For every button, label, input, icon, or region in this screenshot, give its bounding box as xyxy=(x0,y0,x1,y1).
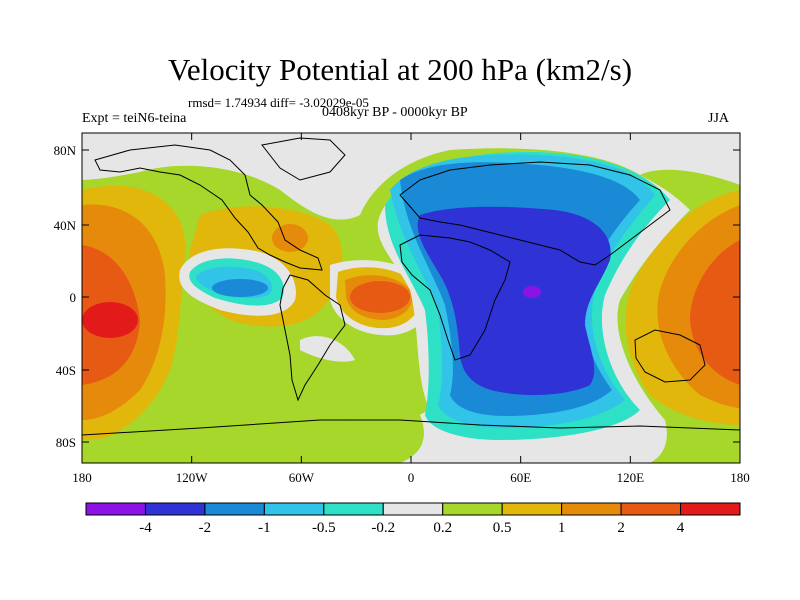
lat-tick-label: 0 xyxy=(70,290,77,305)
lat-tick-label: 80N xyxy=(54,143,77,158)
lon-tick-label: 180 xyxy=(72,470,92,485)
contour-southern-neutral xyxy=(520,420,667,463)
lon-tick-label: 0 xyxy=(408,470,415,485)
colorbar-swatch xyxy=(85,502,146,516)
contour-north-neutral xyxy=(82,133,740,220)
north-america-coast xyxy=(94,144,323,271)
colorbar-label: 0.5 xyxy=(493,520,512,536)
contour-indian-neg-4 xyxy=(417,206,611,396)
colorbar-swatch xyxy=(204,502,265,516)
colorbar-label: -1 xyxy=(258,520,271,536)
lon-tick-label: 120W xyxy=(176,470,209,485)
lon-tick-label: 60E xyxy=(510,470,531,485)
colorbar-swatch xyxy=(442,502,503,516)
contour-field xyxy=(82,133,740,463)
colorbar-label: -0.2 xyxy=(371,520,395,536)
colorbar-label: 0.2 xyxy=(433,520,452,536)
season-label: JJA xyxy=(708,111,730,126)
lat-tick-label: 40N xyxy=(54,218,77,233)
lat-tick-label: 80S xyxy=(56,435,76,450)
colorbar-swatch xyxy=(561,502,622,516)
lat-tick-label: 40S xyxy=(56,363,76,378)
lon-tick-label: 60W xyxy=(289,470,315,485)
colorbar-label: -4 xyxy=(139,520,152,536)
australia-coast xyxy=(634,329,706,383)
colorbar-swatch xyxy=(680,502,741,516)
colorbar: -4 -2 -1 -0.5 -0.2 0.2 0.5 1 2 4 xyxy=(85,502,741,536)
colorbar-label: -0.5 xyxy=(312,520,336,536)
lon-tick-label: 180 xyxy=(730,470,750,485)
contour-southern-band xyxy=(82,415,424,463)
contour-pacific-west-max xyxy=(82,302,138,338)
contour-pacific-east-3 xyxy=(690,240,740,385)
experiment-label: Expt = teiN6-teina xyxy=(82,111,187,126)
antarctica-coast xyxy=(82,419,740,436)
colorbar-label: 4 xyxy=(677,520,685,536)
period-label: 0408kyr BP - 0000kyr BP xyxy=(322,105,468,120)
stats-text: rmsd= 1.74934 diff= -3.02029e-05 xyxy=(188,95,369,110)
colorbar-swatch xyxy=(382,502,444,516)
colorbar-swatch xyxy=(501,502,563,516)
south-america-coast xyxy=(279,274,346,402)
contour-gulf-positive xyxy=(272,224,308,252)
contour-atlantic-pos-3 xyxy=(350,281,410,313)
latitude-ticks: 80N 40N 0 40S 80S xyxy=(54,143,740,450)
africa-coast xyxy=(399,234,511,361)
contour-indian-min xyxy=(523,286,541,298)
colorbar-swatch xyxy=(323,502,384,516)
contour-epac-neg-3 xyxy=(212,279,268,297)
greenland-coast xyxy=(261,137,346,181)
colorbar-label: 1 xyxy=(558,520,566,536)
chart-title: Velocity Potential at 200 hPa (km2/s) xyxy=(167,52,633,87)
colorbar-swatch xyxy=(263,502,325,516)
colorbar-swatch xyxy=(144,502,206,516)
lon-tick-label: 120E xyxy=(617,470,645,485)
coastlines xyxy=(82,137,740,436)
colorbar-label: 2 xyxy=(617,520,625,536)
colorbar-swatch xyxy=(620,502,682,516)
colorbar-label: -2 xyxy=(199,520,212,536)
eurasia-coast xyxy=(399,161,671,266)
longitude-ticks: 180 120W 60W 0 60E 120E 180 xyxy=(72,133,750,485)
